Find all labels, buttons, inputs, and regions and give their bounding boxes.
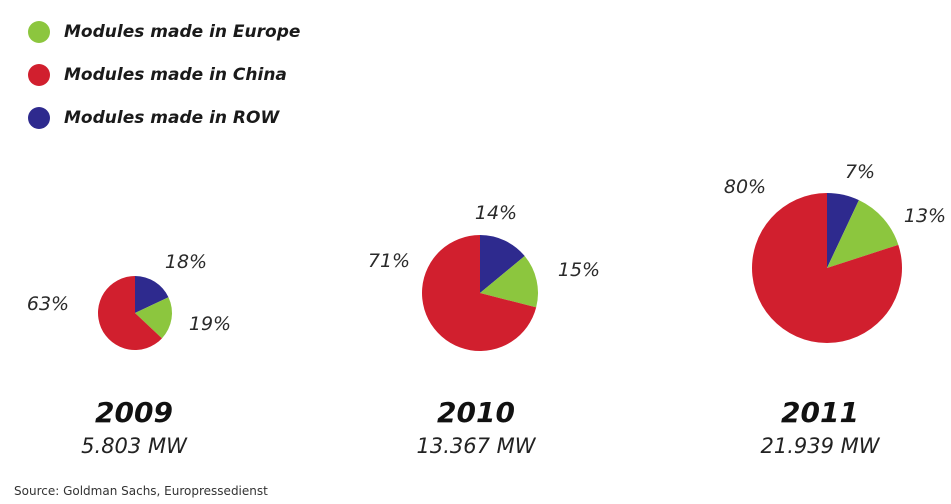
pie-slice-2010-europe bbox=[480, 256, 539, 308]
pie-label-2011-row: 7% bbox=[845, 161, 875, 183]
legend-swatch-row bbox=[28, 107, 50, 129]
legend-label-china: Modules made in China bbox=[64, 65, 287, 85]
pie-label-2010-europe: 15% bbox=[558, 259, 600, 281]
pie-slice-2009-row bbox=[135, 276, 169, 313]
pie-label-2009-europe: 19% bbox=[189, 313, 231, 335]
pie-label-2009-row: 18% bbox=[165, 251, 207, 273]
capacity-label-2010: 13.367 MW bbox=[416, 434, 536, 458]
pie-2009 bbox=[97, 276, 172, 351]
pie-2010 bbox=[422, 235, 539, 351]
legend-swatch-china bbox=[28, 64, 50, 86]
legend-item-china: Modules made in China bbox=[28, 61, 300, 89]
pie-slice-2011-row bbox=[827, 193, 859, 268]
legend-item-europe: Modules made in Europe bbox=[28, 18, 300, 46]
pie-slice-2010-row bbox=[480, 235, 525, 293]
pie-label-2011-china: 80% bbox=[724, 176, 766, 198]
pie-slice-2011-europe bbox=[827, 200, 899, 268]
year-label-2010: 2010 bbox=[437, 396, 515, 429]
pie-slice-2009-europe bbox=[135, 297, 172, 339]
legend-item-row: Modules made in ROW bbox=[28, 104, 300, 132]
legend-label-europe: Modules made in Europe bbox=[64, 22, 301, 42]
legend: Modules made in Europe Modules made in C… bbox=[28, 18, 300, 147]
pie-slice-2010-china bbox=[422, 235, 537, 351]
pie-label-2010-row: 14% bbox=[475, 202, 517, 224]
pie-label-2009-china: 63% bbox=[27, 293, 69, 315]
pie-caption-2011: 2011 21.939 MW bbox=[710, 396, 930, 460]
legend-swatch-europe bbox=[28, 21, 50, 43]
capacity-label-2011: 21.939 MW bbox=[760, 434, 880, 458]
source-note: Source: Goldman Sachs, Europressedienst bbox=[14, 484, 268, 498]
year-label-2011: 2011 bbox=[781, 396, 859, 429]
pie-2011 bbox=[752, 193, 903, 344]
legend-label-row: Modules made in ROW bbox=[64, 108, 280, 128]
capacity-label-2009: 5.803 MW bbox=[81, 434, 187, 458]
pie-slice-2009-china bbox=[97, 276, 162, 351]
pie-label-2011-europe: 13% bbox=[904, 205, 946, 227]
pie-slice-2011-china bbox=[752, 193, 903, 344]
pie-label-2010-china: 71% bbox=[368, 250, 410, 272]
pie-caption-2010: 2010 13.367 MW bbox=[366, 396, 586, 460]
year-label-2009: 2009 bbox=[95, 396, 173, 429]
pie-caption-2009: 2009 5.803 MW bbox=[24, 396, 244, 460]
